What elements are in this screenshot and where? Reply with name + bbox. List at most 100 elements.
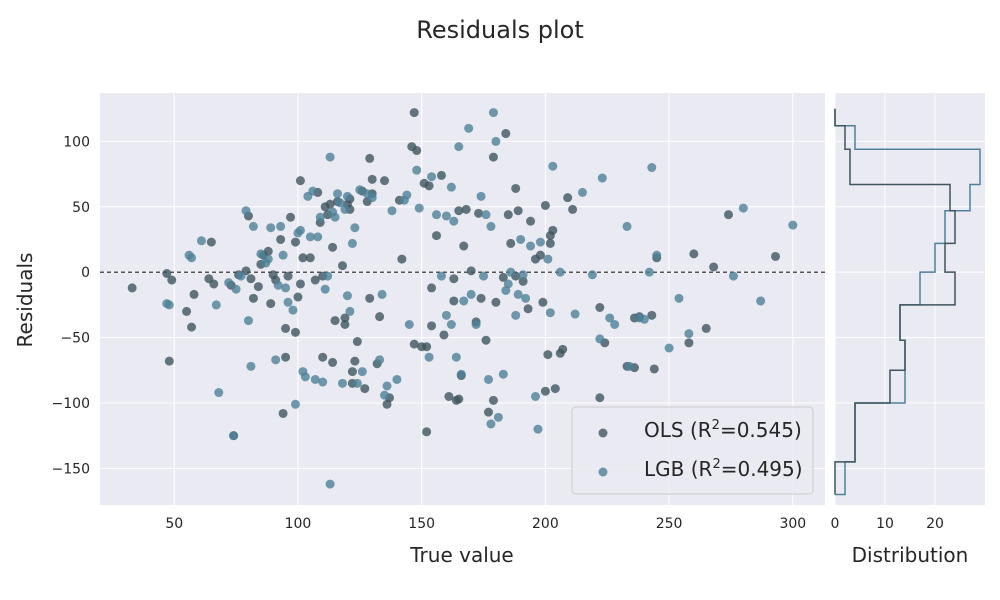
lgb-point bbox=[446, 320, 456, 330]
ols-point bbox=[540, 386, 550, 396]
lgb-point bbox=[498, 369, 508, 379]
lgb-point bbox=[518, 270, 528, 280]
lgb-point bbox=[335, 198, 345, 208]
ols-point bbox=[295, 176, 305, 186]
ols-point bbox=[422, 427, 432, 437]
lgb-point bbox=[283, 297, 293, 307]
distribution-tick-labels: 0 10 20 bbox=[831, 516, 944, 532]
ols-point bbox=[286, 212, 296, 222]
lgb-point bbox=[318, 377, 328, 387]
lgb-point bbox=[728, 271, 738, 281]
lgb-point bbox=[315, 212, 325, 222]
lgb-point bbox=[342, 291, 352, 301]
legend-ols-sup: 2 bbox=[712, 418, 720, 433]
lgb-point bbox=[295, 225, 305, 235]
ols-point bbox=[412, 146, 422, 156]
ols-point bbox=[337, 261, 347, 271]
x-tick-label: 100 bbox=[285, 516, 312, 532]
legend-lgb-sup: 2 bbox=[712, 457, 720, 472]
lgb-point bbox=[491, 136, 501, 146]
lgb-point bbox=[256, 249, 266, 259]
ols-point bbox=[365, 153, 375, 163]
ols-point bbox=[432, 231, 442, 241]
ols-point bbox=[127, 283, 137, 293]
lgb-point bbox=[367, 193, 377, 203]
lgb-point bbox=[196, 236, 206, 246]
lgb-point bbox=[402, 190, 412, 200]
scatter-panel: 50 100 150 200 250 300 −150 −100 −50 0 50 100 bbox=[52, 93, 825, 532]
ols-point bbox=[164, 356, 174, 366]
lgb-point bbox=[446, 182, 456, 192]
y-tick-labels: −150 −100 −50 0 50 100 bbox=[52, 134, 90, 477]
ols-point bbox=[365, 293, 375, 303]
lgb-point bbox=[337, 378, 347, 388]
legend-box bbox=[571, 406, 814, 495]
lgb-point bbox=[595, 334, 605, 344]
ols-point bbox=[511, 183, 521, 193]
ols-point bbox=[318, 352, 328, 362]
lgb-point bbox=[493, 412, 503, 422]
ols-point bbox=[328, 242, 338, 252]
legend-lgb-marker bbox=[598, 467, 608, 477]
lgb-point bbox=[464, 123, 474, 133]
lgb-point bbox=[350, 223, 360, 233]
lgb-point bbox=[466, 289, 476, 299]
lgb-point bbox=[243, 316, 253, 326]
ols-point bbox=[422, 342, 432, 352]
ols-point bbox=[538, 297, 548, 307]
lgb-point bbox=[276, 221, 286, 231]
lgb-point bbox=[625, 361, 635, 371]
ols-point bbox=[526, 216, 536, 226]
ols-distribution-step bbox=[834, 108, 956, 495]
chart-title: Residuals plot bbox=[416, 16, 583, 44]
lgb-point bbox=[382, 381, 392, 391]
ols-point bbox=[723, 210, 733, 220]
lgb-point bbox=[241, 206, 251, 216]
lgb-point bbox=[441, 211, 451, 221]
lgb-point bbox=[578, 187, 588, 197]
lgb-point bbox=[548, 161, 558, 171]
lgb-point bbox=[377, 289, 387, 299]
distribution-tick-label: 20 bbox=[926, 516, 944, 532]
ols-point bbox=[771, 251, 781, 261]
x-tick-label: 200 bbox=[532, 516, 559, 532]
lgb-point bbox=[756, 296, 766, 306]
ols-point bbox=[162, 268, 172, 278]
lgb-point bbox=[236, 271, 246, 281]
lgb-point bbox=[513, 289, 523, 299]
ols-point bbox=[397, 254, 407, 264]
distribution-panel: 0 10 20 bbox=[831, 93, 985, 532]
lgb-point bbox=[471, 320, 481, 330]
ols-point bbox=[167, 275, 177, 285]
lgb-point bbox=[570, 309, 580, 319]
lgb-point bbox=[647, 163, 657, 173]
lgb-point bbox=[342, 191, 352, 201]
ols-point bbox=[427, 321, 437, 331]
legend-ols-marker bbox=[598, 428, 608, 438]
y-tick-label: −100 bbox=[52, 396, 90, 412]
lgb-point bbox=[305, 232, 315, 242]
distribution-tick-label: 0 bbox=[831, 516, 840, 532]
lgb-point bbox=[644, 267, 654, 277]
ols-point bbox=[535, 250, 545, 260]
y-tick-label: 50 bbox=[72, 200, 90, 216]
ols-point bbox=[545, 238, 555, 248]
ols-point bbox=[266, 299, 276, 309]
ols-point bbox=[498, 272, 508, 282]
lgb-point bbox=[622, 221, 632, 231]
ols-point bbox=[709, 262, 719, 272]
lgb-point bbox=[674, 293, 684, 303]
lgb-point bbox=[483, 374, 493, 384]
ols-point bbox=[483, 407, 493, 417]
x-tick-label: 300 bbox=[779, 516, 806, 532]
ols-point bbox=[459, 241, 469, 251]
ols-point bbox=[293, 292, 303, 302]
legend-ols-r2: 0.545 bbox=[737, 418, 794, 442]
ols-point bbox=[182, 306, 192, 316]
ols-point bbox=[701, 323, 711, 333]
lgb-point bbox=[375, 355, 385, 365]
lgb-point bbox=[345, 306, 355, 316]
lgb-point bbox=[639, 314, 649, 324]
lgb-point bbox=[486, 221, 496, 231]
ols-point bbox=[461, 204, 471, 214]
